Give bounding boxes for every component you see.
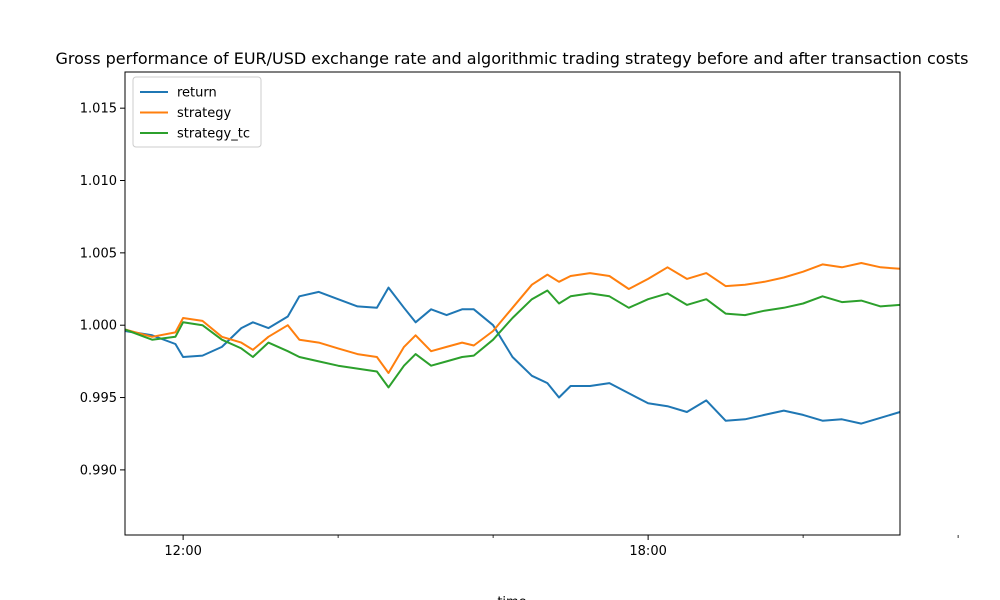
series-line-return [124, 286, 901, 425]
y-tick-label: 1.005 [80, 246, 117, 261]
legend-label-return: return [177, 86, 217, 101]
x-tick-label: 12:00 [164, 544, 201, 559]
series-line-strategy_tc [124, 289, 901, 389]
x-tick-label: 18:00 [629, 544, 666, 559]
y-tick-label: 1.010 [80, 174, 117, 189]
legend: return strategy strategy_tc [132, 76, 262, 148]
y-axis: 0.990 0.995 1.000 1.005 1.010 1.015 [80, 102, 125, 478]
legend-box [132, 76, 262, 148]
plot-area [124, 71, 901, 536]
series-layer [124, 262, 901, 425]
legend-label-strategy_tc: strategy_tc [177, 127, 250, 142]
chart-title: Gross performance of EUR/USD exchange ra… [55, 49, 968, 68]
y-tick-label: 1.000 [80, 319, 117, 334]
x-axis-label: time [497, 595, 526, 600]
legend-label-strategy: strategy [177, 106, 232, 121]
y-tick-label: 0.995 [80, 391, 117, 406]
y-tick-label: 0.990 [80, 463, 117, 478]
series-line-strategy [124, 262, 901, 374]
axes-frame [124, 71, 901, 536]
legend-entries: return strategy strategy_tc [140, 86, 250, 142]
y-tick-label: 1.015 [80, 102, 117, 117]
